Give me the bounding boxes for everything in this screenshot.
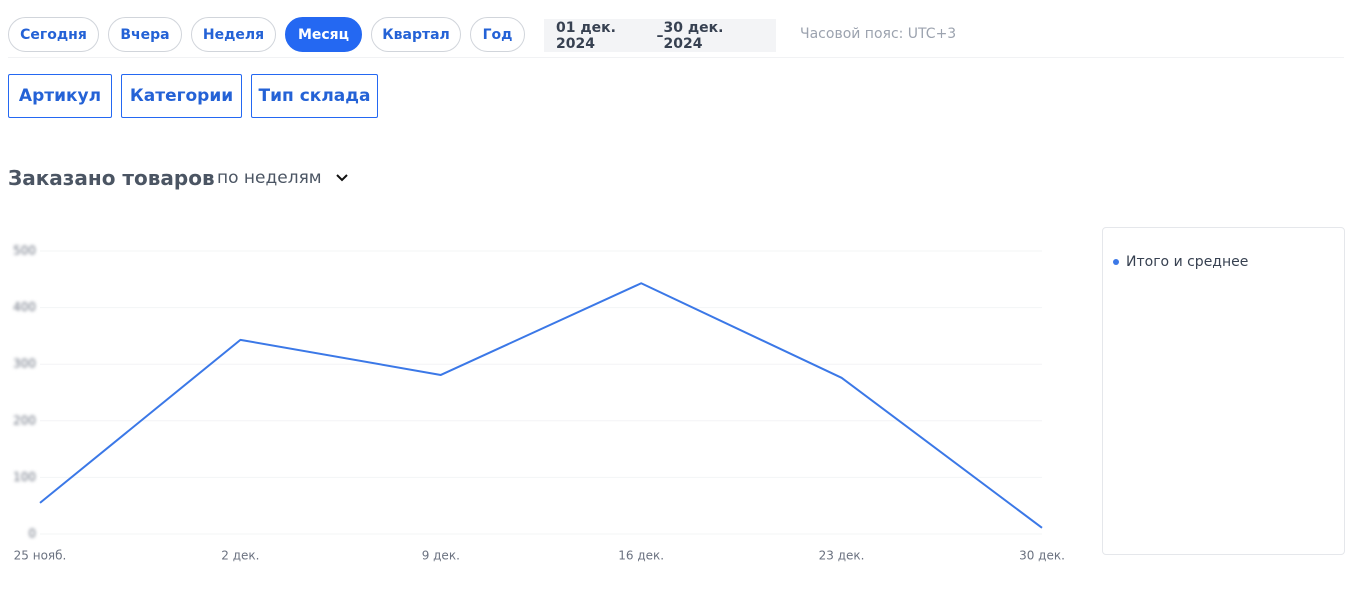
period-button[interactable]: Неделя bbox=[191, 17, 276, 52]
chart-title: Заказано товаров bbox=[8, 166, 215, 190]
chevron-icon bbox=[335, 174, 348, 182]
period-button[interactable]: Сегодня bbox=[8, 17, 99, 52]
x-tick-label: 30 дек. bbox=[1019, 549, 1065, 563]
chart: 0 100 200 300 400 500 25 нояб. 2 дек. 9 дек. 16 д… bbox=[13, 244, 1065, 563]
x-tick-label: 2 дек. bbox=[221, 549, 259, 563]
filter-button[interactable]: Тип склада bbox=[251, 74, 378, 118]
period-button[interactable]: Месяц bbox=[285, 17, 362, 52]
y-tick-label: 300 bbox=[13, 357, 36, 371]
period-button[interactable]: Год bbox=[470, 17, 525, 52]
date-separator: – bbox=[656, 27, 664, 44]
period-button[interactable]: Вчера bbox=[108, 17, 182, 52]
timezone: Часовой пояс: UTC+3 bbox=[800, 26, 957, 42]
x-tick-label: 16 дек. bbox=[618, 549, 664, 563]
grouping-dropdown[interactable]: по неделям bbox=[217, 168, 348, 188]
x-tick-label: 9 дек. bbox=[422, 549, 460, 563]
y-tick-label: 400 bbox=[13, 300, 36, 314]
y-tick-label: 0 bbox=[28, 527, 36, 541]
legend-dot bbox=[1113, 259, 1119, 265]
y-tick-label: 500 bbox=[13, 244, 36, 258]
divider bbox=[8, 57, 1344, 58]
legend-item[interactable]: Итого и среднее bbox=[1113, 254, 1248, 270]
date-to: 30 дек. 2024 bbox=[663, 19, 724, 52]
legend: Итого и среднее bbox=[1102, 227, 1345, 555]
filter-button[interactable]: Артикул bbox=[8, 74, 112, 118]
date-from: 01 дек. 2024 bbox=[556, 19, 616, 52]
grouping-label: по неделям bbox=[217, 168, 322, 188]
y-tick-label: 200 bbox=[13, 413, 36, 427]
period-button[interactable]: Квартал bbox=[371, 17, 461, 52]
series-line bbox=[39, 282, 1043, 529]
legend-label: Итого и среднее bbox=[1126, 254, 1249, 270]
date-range[interactable]: 01 дек. 2024 – 30 дек. 2024 bbox=[544, 19, 776, 52]
x-tick-label: 23 дек. bbox=[819, 549, 865, 563]
filter-button[interactable]: Категории bbox=[121, 74, 242, 118]
y-tick-label: 100 bbox=[13, 470, 36, 484]
x-tick-label: 25 нояб. bbox=[14, 549, 67, 563]
